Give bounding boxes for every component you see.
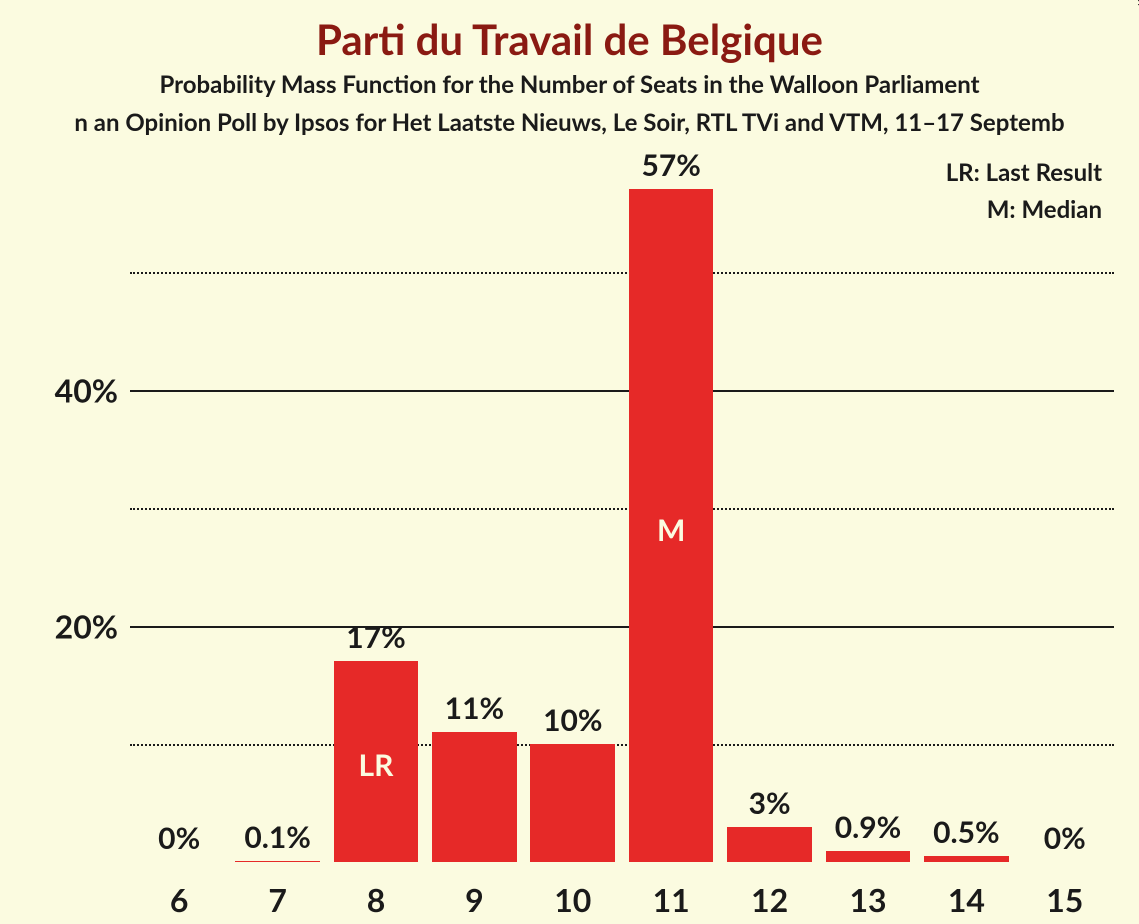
- bar-value-label: 0.5%: [933, 814, 1000, 850]
- y-tick-label: 40%: [55, 371, 118, 410]
- bar-value-label: 57%: [641, 147, 700, 183]
- grid-minor: [130, 272, 1114, 274]
- bar-value-label: 0%: [1044, 820, 1086, 856]
- x-tick-label: 14: [948, 880, 985, 919]
- grid-minor: [130, 508, 1114, 510]
- y-tick-label: 20%: [55, 607, 118, 646]
- bar: 17%LR: [334, 661, 419, 862]
- x-tick-label: 6: [170, 880, 189, 919]
- x-tick-label: 12: [751, 880, 788, 919]
- chart-page: © 2025 Filip van Laenen Parti du Travail…: [0, 0, 1139, 924]
- legend-lr: LR: Last Result: [946, 158, 1102, 187]
- bar-value-label: 0.1%: [244, 819, 311, 855]
- x-tick-label: 13: [849, 880, 886, 919]
- chart-plot-area: LR: Last Result M: Median 20%40%60%70.1%…: [130, 154, 1114, 862]
- grid-minor: [130, 744, 1114, 746]
- chart-subtitle-1: Probability Mass Function for the Number…: [0, 70, 1139, 99]
- chart-title: Parti du Travail de Belgique: [0, 14, 1139, 64]
- bar-value-label: 11%: [445, 690, 504, 726]
- grid-major: [130, 626, 1114, 628]
- x-tick-label: 11: [653, 880, 690, 919]
- bar: 11%: [432, 732, 517, 862]
- bar-value-label: 0%: [158, 820, 200, 856]
- x-tick-label: 9: [465, 880, 484, 919]
- chart-subtitle-2: n an Opinion Poll by Ipsos for Het Laats…: [0, 108, 1139, 137]
- bar-annotation: LR: [359, 747, 394, 783]
- x-tick-label: 8: [367, 880, 386, 919]
- bar: 57%M: [629, 189, 714, 862]
- bar: 0.9%: [826, 851, 911, 862]
- x-tick-label: 15: [1046, 880, 1083, 919]
- bar-value-label: 10%: [543, 702, 602, 738]
- copyright-text: © 2025 Filip van Laenen: [1135, 0, 1139, 6]
- x-tick-label: 10: [554, 880, 591, 919]
- bar: 0.1%: [235, 861, 320, 862]
- bar-value-label: 3%: [749, 785, 791, 821]
- legend-m: M: Median: [946, 195, 1102, 224]
- bar-annotation: M: [657, 512, 685, 548]
- bar: 0.5%: [924, 856, 1009, 862]
- grid-major: [130, 390, 1114, 392]
- bar: 10%: [530, 744, 615, 862]
- bar-value-label: 17%: [346, 619, 405, 655]
- bar: 3%: [727, 827, 812, 862]
- bar-value-label: 0.9%: [835, 809, 902, 845]
- chart-legend: LR: Last Result M: Median: [946, 158, 1102, 232]
- x-tick-label: 7: [268, 880, 287, 919]
